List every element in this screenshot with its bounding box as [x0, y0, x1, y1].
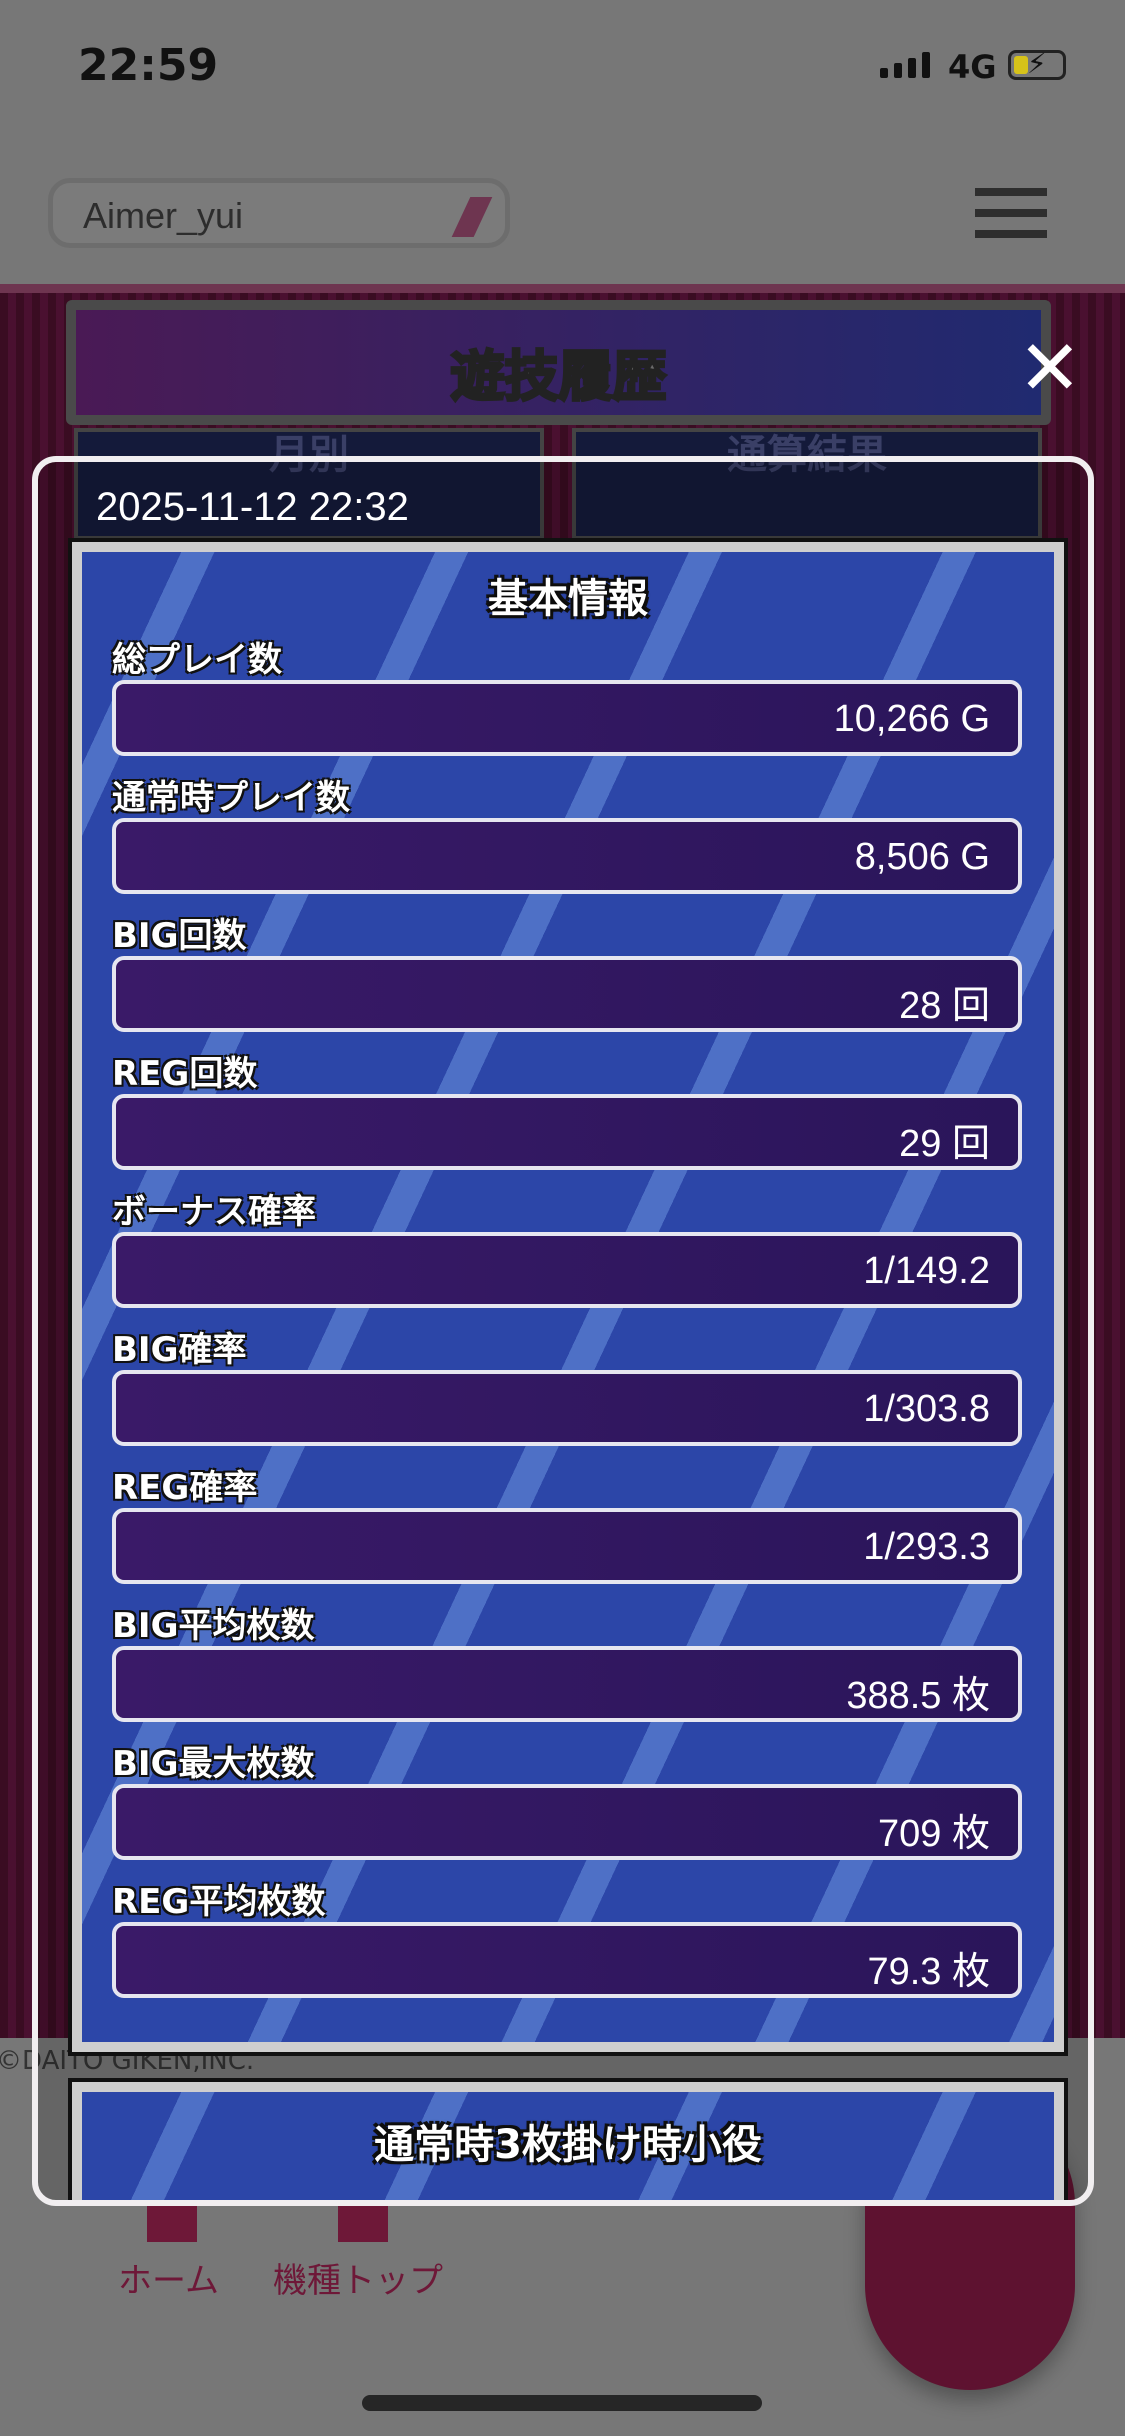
stat-label: REG平均枚数: [112, 1882, 326, 1922]
basic-info-panel: 基本情報 総プレイ数 10,266 G 通常時プレイ数 8,506 G BIG回数 …: [68, 538, 1068, 2056]
stat-value: 388.5 枚: [846, 1675, 990, 1717]
stat-value: 10,266 G: [833, 698, 990, 740]
stat-value: 1/303.8: [863, 1388, 990, 1430]
tab-total[interactable]: 通算結果: [572, 428, 1042, 540]
page-banner: 遊技履歴: [66, 300, 1051, 425]
stat-value: 1/293.3: [863, 1526, 990, 1568]
stat-field: 1/149.2: [112, 1232, 1022, 1308]
play-date: 2025-11-12 22:32: [96, 485, 409, 529]
stat-field: 388.5 枚: [112, 1646, 1022, 1722]
close-icon[interactable]: ✕: [1018, 323, 1082, 412]
stat-field: 10,266 G: [112, 680, 1022, 756]
home-icon[interactable]: [147, 2200, 197, 2242]
network-type: 4G: [948, 48, 997, 86]
stat-label: 総プレイ数: [112, 640, 282, 680]
stat-label: 通常時プレイ数: [112, 778, 350, 818]
stat-value: 709 枚: [878, 1813, 990, 1855]
stat-value: 28 回: [899, 985, 990, 1027]
stat-field: 1/293.3: [112, 1508, 1022, 1584]
banner-title: 遊技履歴: [449, 344, 668, 410]
stat-field: 79.3 枚: [112, 1922, 1022, 1998]
stat-label: BIG最大枚数: [112, 1744, 315, 1784]
tab-monthly[interactable]: 月別: [74, 428, 544, 540]
small-role-panel: 通常時3枚掛け時小役: [68, 2078, 1068, 2200]
stat-field: 1/303.8: [112, 1370, 1022, 1446]
hamburger-icon[interactable]: [975, 188, 1047, 238]
home-indicator: [362, 2395, 762, 2411]
nav-home[interactable]: ホーム: [118, 2261, 219, 2301]
stat-field: 709 枚: [112, 1784, 1022, 1860]
stat-label: ボーナス確率: [112, 1192, 316, 1232]
stat-value: 8,506 G: [854, 836, 990, 878]
nav-machine-top[interactable]: 機種トップ: [273, 2261, 443, 2301]
building-icon[interactable]: [338, 2200, 388, 2242]
stat-label: REG回数: [112, 1054, 258, 1094]
section-title: 基本情報: [488, 576, 648, 622]
stat-field: 8,506 G: [112, 818, 1022, 894]
pencil-icon[interactable]: [451, 197, 493, 237]
history-modal: 2025-11-12 22:32 基本情報 総プレイ数 10,266 G 通常時プ…: [32, 456, 1094, 2206]
stat-value: 79.3 枚: [867, 1951, 990, 1993]
signal-icon: [880, 52, 930, 78]
tab-label: 通算結果: [727, 432, 887, 478]
stat-field: 28 回: [112, 956, 1022, 1032]
stat-label: BIG平均枚数: [112, 1606, 315, 1646]
stat-label: BIG確率: [112, 1330, 247, 1370]
stat-label: REG確率: [112, 1468, 258, 1508]
status-time: 22:59: [78, 40, 219, 91]
tab-label: 月別: [269, 432, 349, 478]
stat-field: 29 回: [112, 1094, 1022, 1170]
stat-label: BIG回数: [112, 916, 247, 956]
section-title: 通常時3枚掛け時小役: [374, 2122, 762, 2168]
divider: [0, 284, 1125, 293]
battery-icon: ⚡: [1008, 47, 1066, 80]
username: Aimer_yui: [83, 195, 244, 236]
username-field[interactable]: Aimer_yui: [48, 178, 510, 248]
stat-value: 29 回: [899, 1123, 990, 1165]
stat-value: 1/149.2: [863, 1250, 990, 1292]
